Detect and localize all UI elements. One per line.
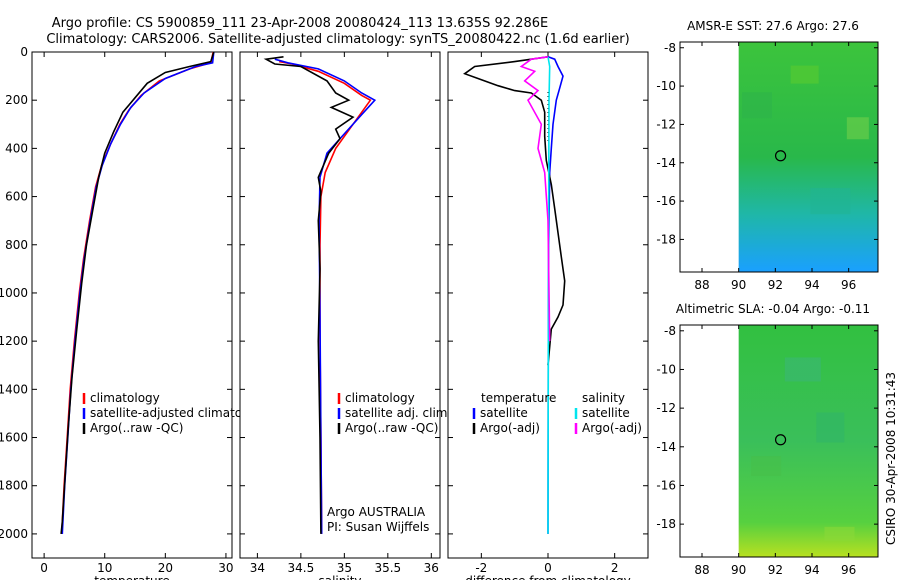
y-tick-label: 1600 [0,431,28,445]
map-texture-patch [784,357,821,382]
figure-title-line2: Climatology: CARS2006. Satellite-adjuste… [46,32,629,47]
y-tick-label: -12 [656,401,676,415]
legend-entry: Argo(-adj) [582,421,642,435]
x-tick-label: 0 [544,561,552,575]
difference-profile-panel: -2 0 2difference from climatology temperatu… [447,51,649,580]
sst-map-panel: AMSR-E SST: 27.6 Argo: 27.6 88 90 92 94 96 -8 -… [656,19,879,292]
legend-entry: satellite [582,406,630,420]
y-tick-label: -16 [656,478,676,492]
y-tick-label: -8 [664,41,676,55]
x-tick-label: 92 [768,278,783,292]
map-title: AMSR-E SST: 27.6 Argo: 27.6 [687,19,859,33]
series-line-temp-argo [463,56,566,366]
y-tick-label: -10 [656,79,676,93]
series-line-argo [60,51,215,534]
y-tick-label: -14 [656,440,676,454]
x-axis-label: salinity [318,574,361,580]
y-tick-label: 600 [5,190,28,204]
legend-entry: Argo(-adj) [480,421,540,435]
y-tick-label: -18 [656,232,676,246]
salinity-profile-panel: 34 34.5 35 35.5 36 salinity climatologysatelli… [239,51,451,580]
x-tick-label: 96 [841,278,856,292]
series-line-sal-argo [519,56,551,342]
y-tick-label: -16 [656,194,676,208]
y-tick-label: 1800 [0,479,28,493]
data-source-annotation: Argo AUSTRALIA [327,505,426,519]
x-tick-label: 0 [40,561,48,575]
legend-entry: satellite adj. clim. [345,406,451,420]
sla-map-panel: Altimetric SLA: -0.04 Argo: -0.11 88 90 92 9… [656,302,879,577]
x-tick-label: -2 [475,561,487,575]
series-line-sal-satellite [547,56,551,534]
y-tick-label: -10 [656,362,676,376]
y-tick-label: 1200 [0,334,28,348]
x-tick-label: 36 [424,561,439,575]
legend-heading: temperature [481,391,556,405]
map-texture-patch [846,117,869,140]
x-tick-label: 30 [218,561,233,575]
x-tick-label: 90 [731,278,746,292]
legend-entry: Argo(..raw -QC) [345,421,438,435]
legend-entry: climatology [90,391,160,405]
y-tick-label: 800 [5,238,28,252]
map-frame [679,41,879,273]
x-tick-label: 96 [841,563,856,577]
x-tick-label: 35 [337,561,352,575]
x-tick-label: 35.5 [374,561,401,575]
map-texture-patch [742,92,772,119]
x-tick-label: 94 [804,278,819,292]
figure-title-line1: Argo profile: CS 5900859_111 23-Apr-2008… [52,16,548,31]
argo-location-marker [774,150,787,162]
x-tick-label: 88 [694,278,709,292]
y-tick-label: -14 [656,156,676,170]
x-tick-label: 34 [250,561,265,575]
x-tick-label: 92 [768,563,783,577]
map-frame [679,324,879,558]
csiro-timestamp: CSIRO 30-Apr-2008 10:31:43 [884,372,898,545]
temperature-profile-panel: 0 10 20 30 0 200 400 600 800 1000 1200 1400 1600 1800… [0,45,268,580]
x-tick-label: 10 [97,561,112,575]
plot-frame [239,51,441,559]
legend-heading: salinity [582,391,625,405]
x-tick-label: 2 [611,561,619,575]
y-tick-label: 0 [20,45,28,59]
map-texture-patch [790,65,819,84]
x-tick-label: 20 [158,561,173,575]
legend-entry: climatology [345,391,415,405]
series-line-argo [263,56,355,534]
map-texture-patch [751,456,782,477]
legend-entry: Argo(..raw -QC) [90,421,183,435]
map-texture-patch [816,412,845,443]
map-texture-patch [810,188,851,215]
legend-entry: satellite-adjusted climatology [90,406,268,420]
y-tick-label: -18 [656,517,676,531]
x-tick-label: 94 [804,563,819,577]
map-texture-patch [824,526,855,541]
x-axis-label: temperature [94,574,169,580]
x-tick-label: 88 [694,563,709,577]
plot-frame [31,51,233,559]
x-axis-label: difference from climatology [465,574,631,580]
legend-entry: satellite [480,406,528,420]
y-tick-label: 1400 [0,382,28,396]
y-tick-label: 200 [5,93,28,107]
x-tick-label: 90 [731,563,746,577]
argo-location-marker [774,434,787,446]
y-tick-label: -8 [664,324,676,338]
pi-annotation: PI: Susan Wijffels [327,520,429,534]
y-tick-label: -12 [656,117,676,131]
y-tick-label: 400 [5,141,28,155]
x-tick-label: 34.5 [288,561,315,575]
map-title: Altimetric SLA: -0.04 Argo: -0.11 [676,302,870,316]
y-tick-label: 1000 [0,286,28,300]
y-tick-label: 2000 [0,527,28,541]
